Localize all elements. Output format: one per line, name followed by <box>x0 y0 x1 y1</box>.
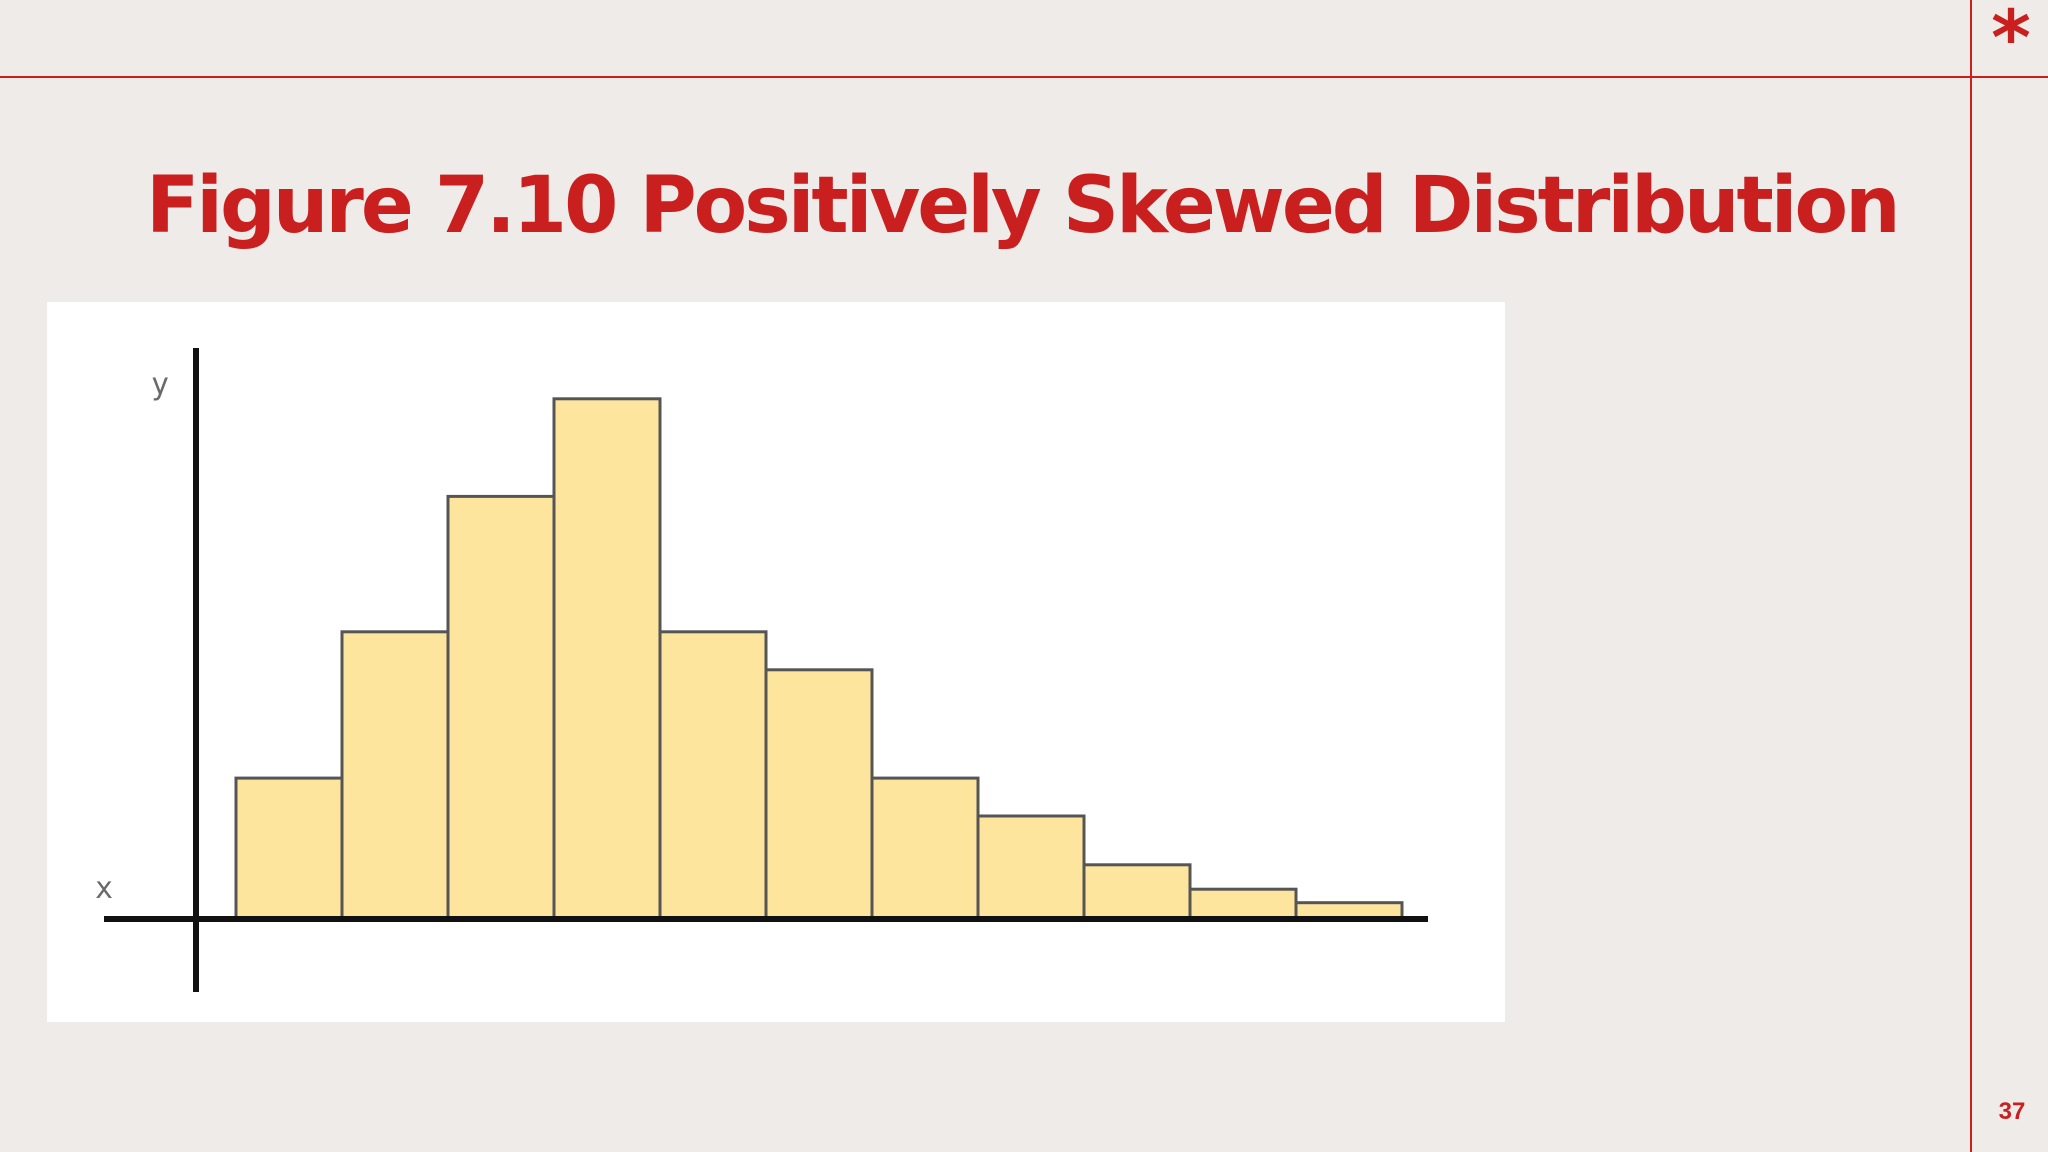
header-rule <box>0 76 2048 78</box>
histogram-bar-7 <box>870 776 980 921</box>
histogram-bar-6 <box>764 668 874 921</box>
histogram-bars <box>234 397 1404 921</box>
histogram-bar-2 <box>340 630 450 921</box>
histogram-bar-4 <box>552 397 662 921</box>
slide-title: Figure 7.10 Positively Skewed Distributi… <box>146 161 1901 251</box>
y-axis-label: y <box>151 367 169 402</box>
chart-panel: y x <box>47 302 1505 1022</box>
histogram-bar-9 <box>1082 863 1192 921</box>
x-axis-label: x <box>95 871 113 906</box>
side-rule <box>1970 0 1972 1152</box>
histogram-bar-1 <box>234 776 344 921</box>
histogram-bar-5 <box>658 630 768 921</box>
histogram-chart: y x <box>95 348 1428 992</box>
page-number: 37 <box>1998 1098 2026 1125</box>
histogram-bar-3 <box>446 494 556 921</box>
histogram-bar-10 <box>1188 887 1298 921</box>
corner-asterisk-icon: * <box>1991 0 2031 82</box>
histogram-bar-8 <box>976 814 1086 921</box>
